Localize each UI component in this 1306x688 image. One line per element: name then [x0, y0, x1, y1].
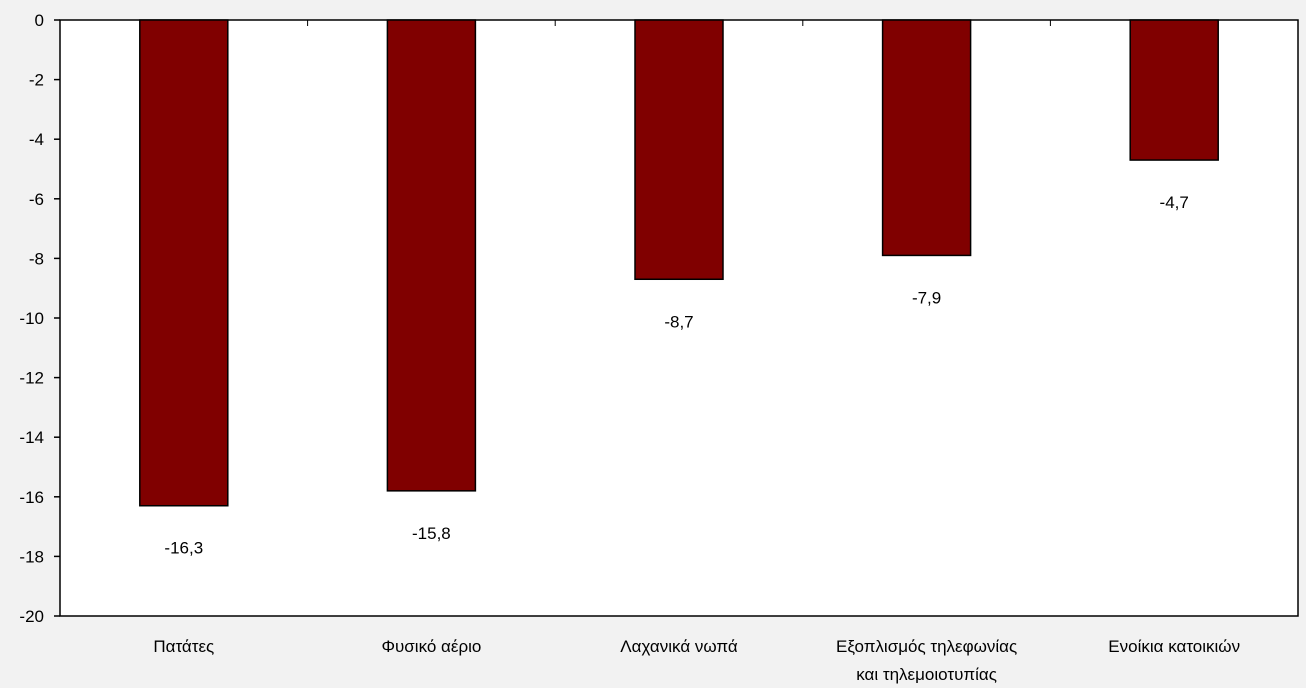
bar	[881, 19, 972, 257]
bar	[386, 19, 477, 492]
y-tick-label: -4	[29, 130, 44, 149]
y-tick-label: -16	[19, 488, 44, 507]
y-tick-label: -2	[29, 71, 44, 90]
x-axis: Πατάτες Φυσικό αέριο Λαχανικά νωπά Εξοπλισμ…	[59, 20, 1299, 684]
y-tick-label: -6	[29, 190, 44, 209]
x-tick-label: Φυσικό αέριο	[381, 637, 481, 656]
x-tick-label: Εξοπλισμός τηλεφωνίας και τηλεμοιοτυπίας	[836, 637, 1017, 684]
y-tick-label: 0	[35, 11, 44, 30]
data-label: -7,9	[912, 288, 941, 307]
y-axis: 0 -2 -4 -6 -8 -10 -12 -14 -16 -18 -20	[19, 11, 60, 626]
data-label: -8,7	[664, 312, 693, 331]
bars	[139, 19, 1219, 507]
x-tick-label: Λαχανικά νωπά	[620, 637, 738, 656]
data-label: -15,8	[412, 524, 451, 543]
data-label: -4,7	[1160, 193, 1189, 212]
bar	[634, 19, 724, 281]
x-tick-label: Ενοίκια κατοικιών	[1108, 637, 1240, 656]
y-tick-label: -14	[19, 428, 44, 447]
y-tick-label: -20	[19, 607, 44, 626]
y-tick-label: -10	[19, 309, 44, 328]
bar	[139, 19, 229, 507]
x-tick-label: Πατάτες	[153, 637, 214, 656]
y-tick-label: -12	[19, 369, 44, 388]
y-tick-label: -8	[29, 249, 44, 268]
y-tick-label: -18	[19, 547, 44, 566]
data-label: -16,3	[164, 539, 203, 558]
data-labels: -16,3 -15,8 -8,7 -7,9 -4,7	[164, 193, 1188, 558]
bar	[1129, 19, 1219, 161]
